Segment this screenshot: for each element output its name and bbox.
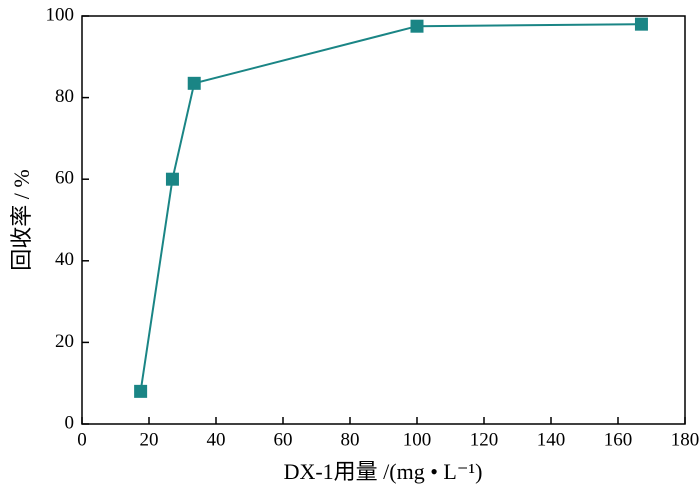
x-axis-title: DX-1用量 /(mg • L⁻¹) (284, 459, 483, 484)
x-tick-label: 20 (140, 429, 159, 450)
x-tick-label: 60 (274, 429, 293, 450)
y-tick-label: 80 (55, 86, 74, 107)
y-tick-label: 100 (46, 4, 75, 25)
x-tick-label: 0 (77, 429, 87, 450)
x-tick-label: 160 (604, 429, 633, 450)
x-tick-label: 120 (470, 429, 499, 450)
x-tick-label: 80 (341, 429, 360, 450)
x-tick-label: 40 (207, 429, 226, 450)
y-tick-label: 20 (55, 331, 74, 352)
plot-frame (81, 15, 686, 425)
y-tick-label: 40 (55, 249, 74, 270)
data-line (139, 23, 642, 392)
x-tick-label: 180 (671, 429, 700, 450)
data-point (634, 17, 648, 31)
x-tick-label: 100 (403, 429, 432, 450)
data-point (410, 19, 424, 33)
data-point (134, 384, 148, 398)
y-tick-label: 60 (55, 168, 74, 189)
x-tick-label: 140 (537, 429, 566, 450)
y-axis-title: 回收率 / % (9, 169, 34, 270)
y-tick-label: 0 (65, 412, 75, 433)
data-point (165, 172, 179, 186)
data-point (187, 76, 201, 90)
